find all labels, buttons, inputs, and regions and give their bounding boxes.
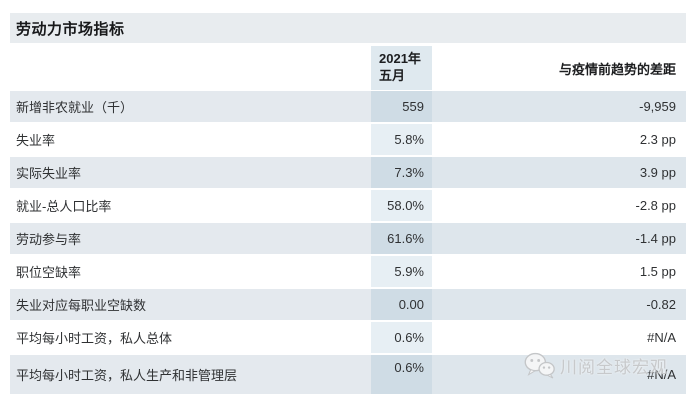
row-value-may2021: 58.0% bbox=[371, 190, 432, 221]
row-value-gap: -0.82 bbox=[432, 289, 686, 320]
row-label: 新增非农就业（千） bbox=[10, 91, 371, 122]
table-row: 职位空缺率 5.9% 1.5 pp bbox=[10, 256, 686, 287]
table-row: 实际失业率 7.3% 3.9 pp bbox=[10, 157, 686, 188]
row-label: 实际失业率 bbox=[10, 157, 371, 188]
row-label: 平均每小时工资，私人生产和非管理层 bbox=[10, 355, 371, 394]
row-label: 劳动参与率 bbox=[10, 223, 371, 254]
table-row: 失业对应每职业空缺数 0.00 -0.82 bbox=[10, 289, 686, 320]
table-row: 平均每小时工资，私人总体 0.6% #N/A bbox=[10, 322, 686, 353]
row-label: 失业率 bbox=[10, 124, 371, 155]
labor-market-table: 劳动力市场指标 2021年 五月 与疫情前趋势的差距 新增非农就业（千） 559… bbox=[10, 13, 686, 396]
row-value-gap: #N/A bbox=[432, 322, 686, 353]
row-value-gap: -9,959 bbox=[432, 91, 686, 122]
row-value-gap: 3.9 pp bbox=[432, 157, 686, 188]
table-row: 平均每小时工资，私人生产和非管理层 0.6% #N/A bbox=[10, 355, 686, 394]
row-label: 就业-总人口比率 bbox=[10, 190, 371, 221]
header-month-label: 2021年 五月 bbox=[379, 51, 421, 83]
header-month-cell: 2021年 五月 bbox=[371, 46, 432, 90]
row-value-gap: #N/A bbox=[432, 355, 686, 394]
table-title: 劳动力市场指标 bbox=[16, 20, 125, 38]
row-value-gap: 1.5 pp bbox=[432, 256, 686, 287]
row-value-may2021: 0.6% bbox=[371, 322, 432, 353]
row-value-may2021: 7.3% bbox=[371, 157, 432, 188]
table-row: 就业-总人口比率 58.0% -2.8 pp bbox=[10, 190, 686, 221]
table-row: 新增非农就业（千） 559 -9,959 bbox=[10, 91, 686, 122]
row-label: 失业对应每职业空缺数 bbox=[10, 289, 371, 320]
row-value-may2021: 559 bbox=[371, 91, 432, 122]
row-value-gap: -1.4 pp bbox=[432, 223, 686, 254]
table-row: 失业率 5.8% 2.3 pp bbox=[10, 124, 686, 155]
row-value-may2021: 0.6% bbox=[371, 355, 432, 394]
row-value-gap: 2.3 pp bbox=[432, 124, 686, 155]
row-value-may2021: 61.6% bbox=[371, 223, 432, 254]
row-label: 平均每小时工资，私人总体 bbox=[10, 322, 371, 353]
table-title-bar: 劳动力市场指标 bbox=[10, 13, 686, 43]
table-row: 劳动参与率 61.6% -1.4 pp bbox=[10, 223, 686, 254]
row-value-may2021: 5.9% bbox=[371, 256, 432, 287]
row-value-gap: -2.8 pp bbox=[432, 190, 686, 221]
row-value-may2021: 0.00 bbox=[371, 289, 432, 320]
row-label: 职位空缺率 bbox=[10, 256, 371, 287]
row-value-may2021: 5.8% bbox=[371, 124, 432, 155]
header-gap-label: 与疫情前趋势的差距 bbox=[558, 61, 676, 77]
header-empty-cell bbox=[10, 46, 371, 90]
table-header-row: 2021年 五月 与疫情前趋势的差距 bbox=[10, 46, 686, 90]
